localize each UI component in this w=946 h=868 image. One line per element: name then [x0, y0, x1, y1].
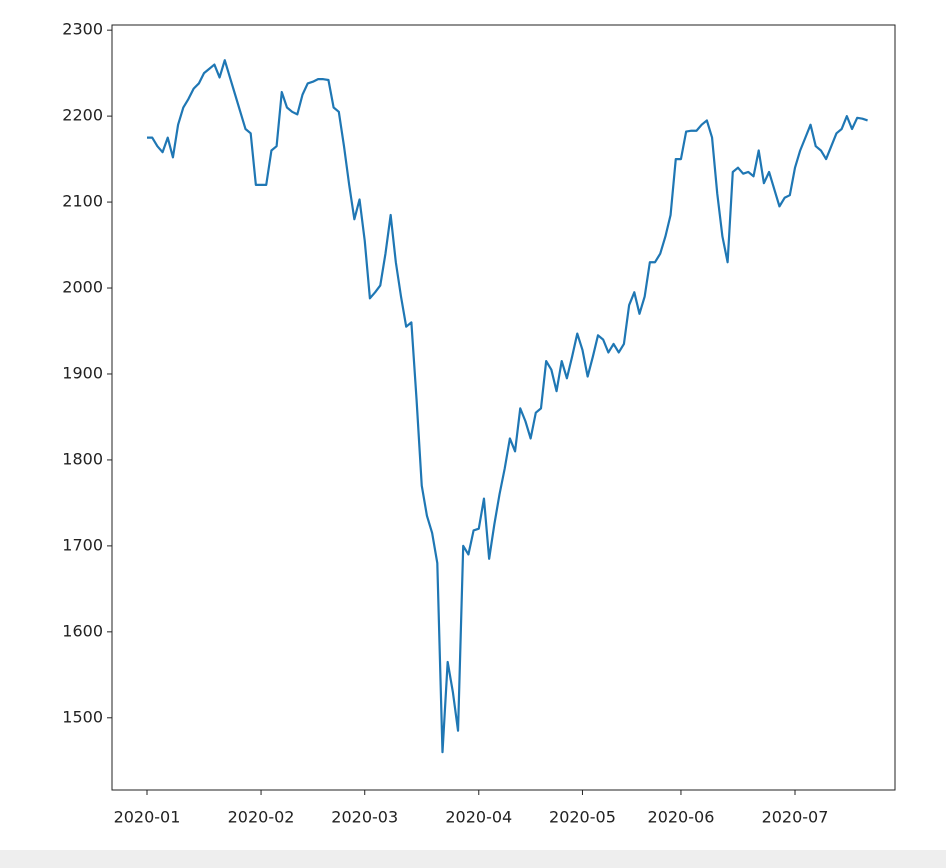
x-tick-label: 2020-01 — [114, 808, 181, 827]
x-tick-label: 2020-06 — [648, 808, 715, 827]
y-tick-label: 1600 — [62, 621, 103, 640]
y-tick-label: 2000 — [62, 278, 103, 297]
y-tick-label: 1500 — [62, 707, 103, 726]
plot-frame — [111, 24, 896, 791]
x-tick-label: 2020-05 — [549, 808, 616, 827]
y-tick-label: 2300 — [62, 20, 103, 39]
x-tick-label: 2020-07 — [762, 808, 829, 827]
x-tick-label: 2020-03 — [331, 808, 398, 827]
y-tick-label: 2200 — [62, 106, 103, 125]
bottom-bar — [0, 850, 946, 868]
y-tick-label: 2100 — [62, 192, 103, 211]
x-tick-label: 2020-04 — [445, 808, 512, 827]
y-tick-label: 1900 — [62, 363, 103, 382]
y-tick-label: 1700 — [62, 535, 103, 554]
data-line — [147, 59, 868, 754]
x-tick-label: 2020-02 — [228, 808, 295, 827]
y-tick-label: 1800 — [62, 449, 103, 468]
